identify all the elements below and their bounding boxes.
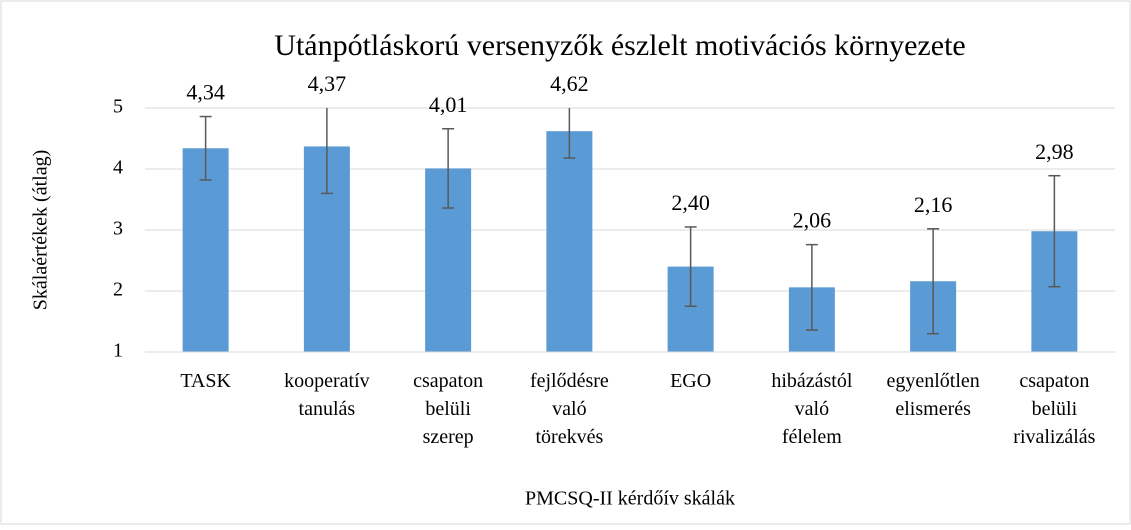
x-tick-label: csapaton belüli rivalizálás — [1013, 370, 1095, 448]
y-axis-title: Skálaértékek (átlag) — [30, 150, 52, 310]
bar — [182, 148, 229, 352]
bar — [546, 131, 593, 352]
x-tick-label-line: hibázástól — [771, 370, 853, 392]
chart-title: Utánpótláskorú versenyzők észlelt motivá… — [274, 29, 965, 62]
x-tick-label-line: való — [552, 398, 586, 420]
error-bar — [563, 108, 576, 159]
x-tick-label: kooperatív tanulás — [284, 370, 370, 420]
x-tick-label: EGO — [670, 370, 711, 392]
x-tick-label-line: TASK — [180, 370, 231, 392]
data-label: 2,06 — [793, 208, 832, 233]
x-tick-label-line: EGO — [670, 370, 711, 392]
x-tick-label-line: való — [795, 398, 829, 420]
x-tick-label-line: egyenlőtlen — [886, 370, 979, 392]
error-bar — [1048, 174, 1061, 288]
x-tick-label: TASK — [180, 370, 231, 392]
x-tick-label-line: belüli — [1032, 398, 1078, 420]
error-bar — [927, 228, 940, 335]
y-tick-label: 5 — [113, 96, 123, 118]
x-tick-label-line: félelem — [782, 426, 842, 448]
error-bar — [684, 226, 697, 307]
data-label: 4,34 — [186, 80, 225, 105]
error-bar — [199, 115, 212, 181]
y-tick-label: 1 — [113, 340, 123, 362]
x-tick-label-line: törekvés — [535, 426, 603, 448]
x-tick-label-line: csapaton — [1019, 370, 1089, 392]
x-tick-label-line: kooperatív — [284, 370, 370, 392]
x-tick-label: egyenlőtlen elismerés — [886, 370, 979, 420]
x-tick-label-line: fejlődésre — [530, 370, 609, 392]
x-tick-label-line: tanulás — [299, 398, 356, 420]
data-label: 2,40 — [671, 190, 710, 215]
plot-area — [182, 108, 1078, 352]
x-axis-title: PMCSQ-II kérdőív skálák — [525, 488, 735, 510]
data-label: 2,16 — [914, 192, 953, 217]
y-tick-label: 3 — [113, 218, 123, 240]
data-label: 2,98 — [1035, 139, 1074, 164]
data-label: 4,62 — [550, 71, 589, 96]
x-tick-label-line: csapaton — [413, 370, 483, 392]
x-tick-label-line: rivalizálás — [1013, 426, 1095, 448]
y-tick-label: 2 — [113, 279, 123, 301]
data-label: 4,37 — [308, 71, 347, 96]
data-label: 4,01 — [429, 92, 468, 117]
error-bar — [320, 108, 333, 195]
y-tick-label: 4 — [113, 157, 123, 179]
x-tick-label: hibázástól való félelem — [771, 370, 853, 448]
x-tick-label: csapaton belüli szerep — [413, 370, 483, 448]
error-bar — [805, 243, 818, 331]
x-tick-label-line: szerep — [423, 426, 474, 448]
error-bar — [442, 127, 455, 209]
x-tick-label-line: elismerés — [895, 398, 971, 420]
x-tick-label-line: belüli — [425, 398, 471, 420]
x-tick-label: fejlődésre való törekvés — [530, 370, 609, 448]
